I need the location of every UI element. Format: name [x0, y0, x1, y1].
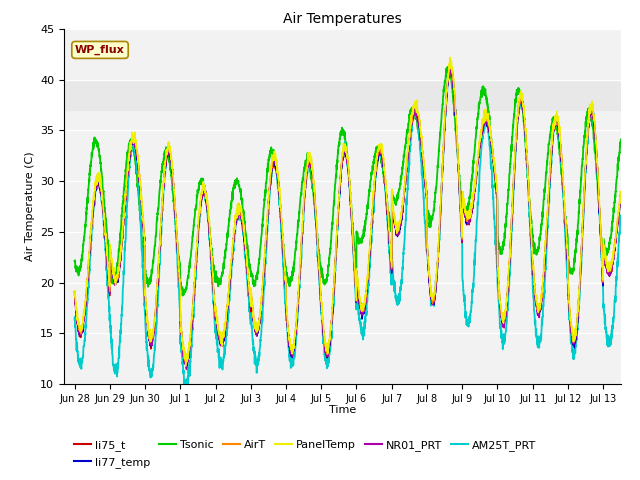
Tsonic — [548, 125, 556, 131]
AM25T_PRT — [548, 149, 556, 155]
Tsonic — [133, 171, 141, 177]
Y-axis label: Air Temperature (C): Air Temperature (C) — [24, 152, 35, 261]
NR01_PRT — [304, 162, 312, 168]
li75_t — [607, 267, 614, 273]
AM25T_PRT — [607, 339, 614, 345]
NR01_PRT — [617, 193, 625, 199]
Tsonic — [71, 258, 79, 264]
Line: NR01_PRT: NR01_PRT — [75, 68, 621, 369]
AirT — [304, 162, 312, 168]
Line: Tsonic: Tsonic — [75, 67, 621, 296]
NR01_PRT — [280, 263, 288, 268]
Line: PanelTemp: PanelTemp — [75, 57, 621, 366]
NR01_PRT — [71, 293, 79, 299]
AirT — [617, 191, 625, 196]
Tsonic — [444, 64, 452, 70]
Legend: li75_t, li77_temp, Tsonic, AirT, PanelTemp, NR01_PRT, AM25T_PRT: li75_t, li77_temp, Tsonic, AirT, PanelTe… — [70, 436, 541, 472]
Tsonic — [607, 235, 614, 240]
AM25T_PRT — [617, 213, 625, 218]
AirT — [182, 360, 190, 366]
PanelTemp — [304, 155, 312, 161]
li77_temp — [446, 63, 454, 69]
Tsonic — [166, 156, 173, 161]
AirT — [548, 144, 556, 149]
AM25T_PRT — [133, 151, 141, 157]
NR01_PRT — [182, 366, 190, 372]
PanelTemp — [607, 268, 614, 274]
li77_temp — [548, 145, 556, 151]
Tsonic — [617, 137, 625, 143]
PanelTemp — [182, 363, 189, 369]
NR01_PRT — [447, 65, 454, 71]
li75_t — [548, 151, 556, 156]
li75_t — [447, 62, 454, 68]
NR01_PRT — [133, 150, 141, 156]
AM25T_PRT — [71, 317, 79, 323]
PanelTemp — [617, 190, 625, 195]
Tsonic — [179, 293, 186, 299]
AM25T_PRT — [280, 283, 288, 288]
PanelTemp — [166, 142, 173, 148]
li75_t — [617, 193, 625, 199]
li77_temp — [607, 272, 614, 278]
NR01_PRT — [607, 268, 614, 274]
PanelTemp — [71, 292, 79, 298]
li77_temp — [617, 190, 625, 195]
NR01_PRT — [166, 149, 173, 155]
Text: WP_flux: WP_flux — [75, 45, 125, 55]
li77_temp — [304, 158, 312, 164]
li75_t — [133, 154, 141, 160]
PanelTemp — [446, 54, 454, 60]
AirT — [280, 257, 288, 263]
AirT — [446, 61, 454, 67]
li75_t — [182, 363, 190, 369]
li77_temp — [71, 288, 79, 294]
NR01_PRT — [548, 148, 556, 154]
li75_t — [71, 289, 79, 295]
li77_temp — [280, 264, 288, 270]
PanelTemp — [133, 146, 141, 152]
li75_t — [166, 151, 173, 157]
PanelTemp — [548, 139, 556, 144]
li77_temp — [166, 151, 173, 156]
li77_temp — [183, 365, 191, 371]
AirT — [607, 265, 614, 271]
Tsonic — [280, 251, 288, 257]
Title: Air Temperatures: Air Temperatures — [283, 12, 402, 26]
li77_temp — [133, 153, 141, 158]
AM25T_PRT — [304, 159, 312, 165]
PanelTemp — [280, 261, 288, 266]
Line: AM25T_PRT: AM25T_PRT — [75, 66, 621, 384]
X-axis label: Time: Time — [329, 405, 356, 415]
li75_t — [280, 262, 288, 267]
AirT — [166, 145, 173, 151]
AM25T_PRT — [166, 146, 173, 152]
Line: li75_t: li75_t — [75, 65, 621, 366]
AM25T_PRT — [447, 63, 455, 69]
Line: li77_temp: li77_temp — [75, 66, 621, 368]
AirT — [71, 290, 79, 296]
AM25T_PRT — [180, 381, 188, 387]
li75_t — [304, 159, 312, 165]
Bar — [64, 80, 621, 110]
Tsonic — [304, 160, 312, 166]
AirT — [133, 150, 141, 156]
Line: AirT: AirT — [75, 64, 621, 363]
